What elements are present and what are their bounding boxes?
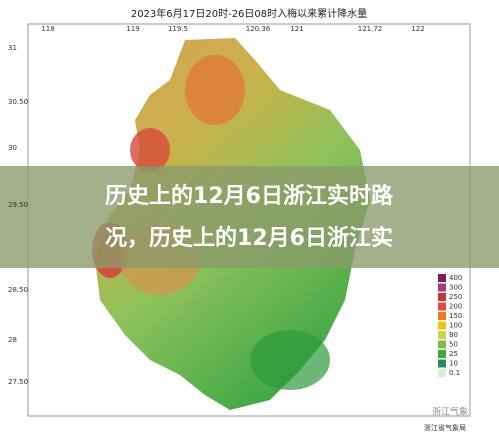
legend-label: 50	[449, 341, 458, 349]
map-title: 2023年6月17日20时-26日08时入梅以来累计降水量	[131, 7, 367, 20]
banner	[0, 166, 499, 268]
footer: 浙江省气象局	[424, 423, 466, 432]
legend-label: 250	[449, 293, 462, 301]
x-label: 121.72	[358, 25, 383, 33]
x-label: 122	[411, 25, 424, 33]
legend-label: 100	[449, 322, 462, 330]
y-label: 28.50	[8, 286, 28, 294]
y-label: 27.50	[8, 378, 28, 386]
legend-label: 150	[449, 312, 462, 320]
legend-swatch	[438, 312, 446, 320]
legend-swatch	[438, 331, 446, 339]
banner-text: 况，历史上的12月6日浙江实	[105, 225, 393, 251]
x-label: 121	[290, 25, 303, 33]
legend-label: 25	[449, 350, 458, 358]
legend-swatch	[438, 274, 446, 282]
legend-swatch	[438, 321, 446, 330]
legend-label: 0.1	[449, 369, 460, 377]
legend-swatch	[438, 350, 446, 358]
legend-swatch	[438, 340, 446, 349]
legend-label: 80	[449, 331, 458, 339]
legend-swatch	[438, 369, 446, 377]
banner-text: 历史上的12月6日浙江实时路	[105, 183, 394, 209]
x-label: 119	[126, 25, 139, 33]
rain-area	[250, 330, 330, 390]
rain-area	[130, 128, 170, 172]
y-label: 30.50	[8, 98, 28, 106]
legend-label: 300	[449, 284, 462, 292]
x-label: 119.5	[168, 25, 188, 33]
legend-label: 400	[449, 274, 462, 282]
rain-area	[185, 55, 245, 125]
x-label: 120.36	[246, 25, 271, 33]
legend-label: 10	[449, 360, 458, 368]
y-label: 29.50	[8, 201, 28, 209]
x-label: 118	[41, 25, 54, 33]
watermark: 浙江气象	[432, 406, 468, 418]
legend-swatch	[438, 302, 446, 311]
y-label: 31	[8, 44, 17, 52]
y-label: 28	[8, 336, 17, 344]
legend-swatch	[438, 293, 446, 301]
legend-swatch	[438, 359, 446, 368]
legend-swatch	[438, 283, 446, 292]
y-label: 30	[8, 144, 17, 152]
legend-label: 200	[449, 303, 462, 311]
